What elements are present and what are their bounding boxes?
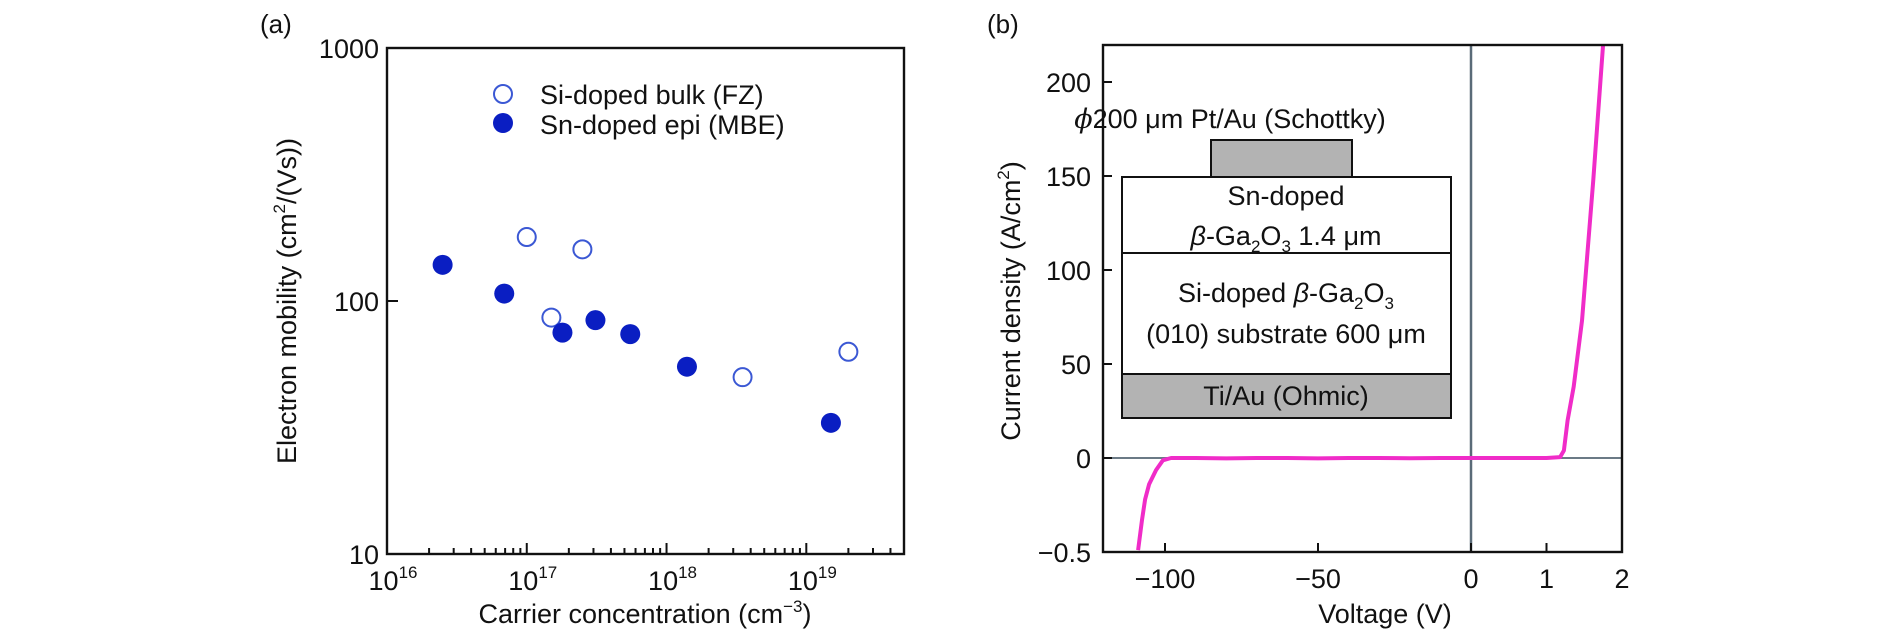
panel-b-x-axis-label: Voltage (V): [1318, 599, 1452, 629]
substrate-label-line1: Si-doped β-Ga2O3: [1178, 278, 1394, 313]
x-tick-label: 1017: [508, 563, 557, 596]
epi-layer-label-line1: Sn-doped: [1227, 181, 1344, 211]
x-tick-label: 1: [1539, 564, 1554, 594]
legend-label-sn-doped: Sn-doped epi (MBE): [540, 110, 785, 140]
data-point-filled: [494, 283, 515, 304]
y-tick-label: 150: [1046, 162, 1091, 192]
legend-label-si-doped: Si-doped bulk (FZ): [540, 80, 764, 110]
data-point-filled: [585, 310, 606, 331]
x-tick-label: 1019: [788, 563, 837, 596]
y-tick-label: 100: [334, 287, 379, 317]
jv-curve: [1136, 44, 1606, 551]
data-point-open: [838, 341, 859, 362]
data-point-filled: [676, 356, 697, 377]
x-tick-label: −100: [1135, 564, 1196, 594]
panel-a-label: (a): [260, 9, 292, 39]
panel-a-y-axis-label: Electron mobility (cm2/(Vs)): [270, 138, 302, 464]
data-point-filled: [552, 322, 573, 343]
y-tick-label: 0: [1076, 444, 1091, 474]
panel-b-plot-frame: [1101, 43, 1624, 554]
panel-b-label: (b): [987, 9, 1019, 39]
data-point-open: [572, 239, 593, 260]
substrate-rect: [1121, 252, 1452, 375]
legend-filled-circle-marker: [493, 113, 513, 133]
data-point-filled: [820, 412, 841, 433]
x-tick-label: 2: [1614, 564, 1629, 594]
data-point-filled: [620, 324, 641, 345]
x-tick-label: 0: [1463, 564, 1478, 594]
panel-a-y-ticks: 10 100 1000: [319, 34, 398, 570]
panel-a-x-axis-label: Carrier concentration (cm−3): [479, 597, 812, 629]
y-tick-label: −0.5: [1038, 538, 1091, 568]
legend-open-circle-marker: [493, 84, 513, 104]
panel-b-x-ticks: −100 −50 0 1 2: [1135, 543, 1630, 594]
data-point-open: [732, 367, 753, 388]
panel-b: (b) ϕ200 μm Pt/Au (Schottky) Sn-doped β-…: [987, 9, 1630, 629]
y-tick-label: 1000: [319, 34, 379, 64]
panel-a: (a) 1016 1017 1018 1019 10 100 1000 Si-doped …: [260, 9, 906, 629]
substrate-label-line2: (010) substrate 600 μm: [1146, 319, 1426, 349]
panel-a-legend: Si-doped bulk (FZ) Sn-doped epi (MBE): [493, 80, 785, 140]
y-tick-label: 10: [349, 540, 379, 570]
y-tick-label: 50: [1061, 350, 1091, 380]
data-point-filled: [432, 254, 453, 275]
panel-b-y-axis-label: Current density (A/cm2): [994, 161, 1026, 441]
panel-b-y-ticks: −0.5 0 50 100 150 200: [1038, 68, 1112, 568]
y-tick-label: 200: [1046, 68, 1091, 98]
y-tick-label: 100: [1046, 256, 1091, 286]
panel-a-points: [432, 227, 859, 433]
ohmic-contact-label: Ti/Au (Ohmic): [1203, 381, 1369, 411]
x-tick-label: 1018: [648, 563, 697, 596]
x-tick-label: −50: [1295, 564, 1341, 594]
ohmic-contact-rect: [1121, 373, 1452, 419]
schottky-contact-label: ϕ200 μm Pt/Au (Schottky): [1074, 104, 1386, 135]
x-tick-label: 1016: [369, 563, 418, 596]
epi-layer-rect: [1121, 176, 1452, 254]
panel-a-x-ticks: 1016 1017 1018 1019: [369, 543, 892, 596]
data-point-open: [516, 227, 537, 248]
schottky-contact-rect: [1210, 139, 1353, 178]
epi-layer-label-line2: β-Ga2O3 1.4 μm: [1190, 221, 1382, 256]
device-schematic-inset: ϕ200 μm Pt/Au (Schottky) Sn-doped β-Ga2O…: [1074, 104, 1452, 419]
data-point-open: [541, 307, 562, 328]
